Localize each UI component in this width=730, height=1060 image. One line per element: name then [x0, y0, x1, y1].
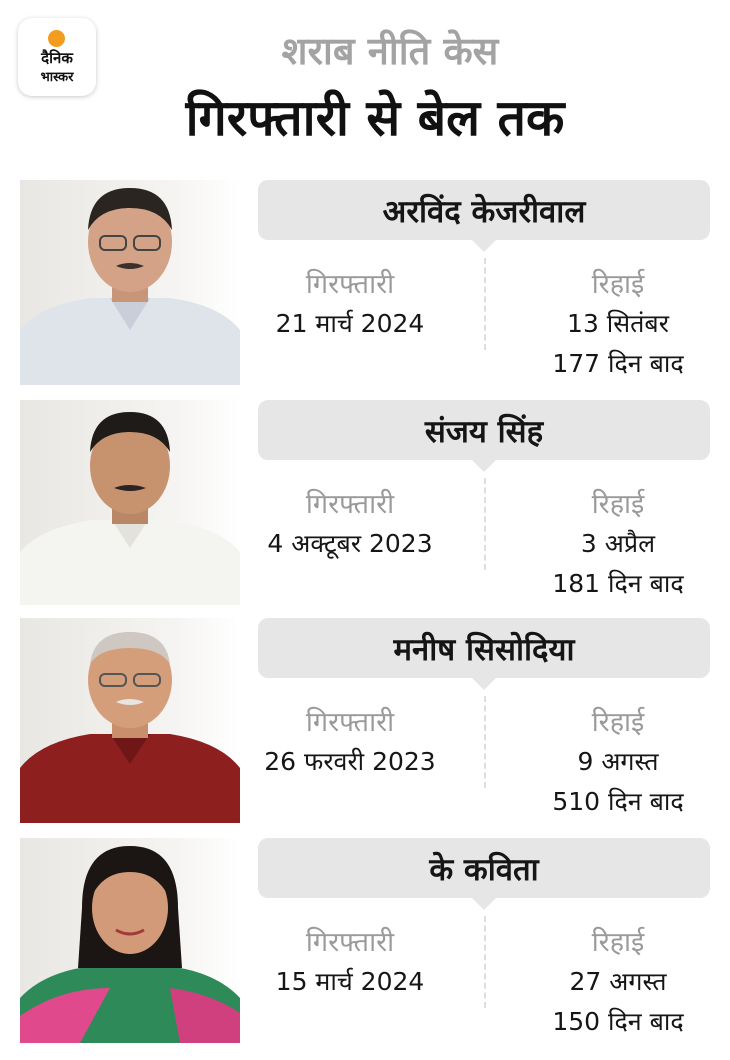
column-divider: [484, 478, 486, 570]
person-name: मनीष सिसोदिया: [393, 632, 575, 668]
arrest-column: गिरफ्तारी 26 फरवरी 2023: [240, 704, 460, 782]
person-name: अरविंद केजरीवाल: [382, 194, 586, 230]
case-card-sanjay-singh: संजय सिंह गिरफ्तारी 4 अक्टूबर 2023 रिहाई…: [0, 400, 730, 610]
logo-text-line1: दैनिक: [41, 49, 73, 67]
person-photo: [20, 400, 240, 605]
release-date: 9 अगस्त: [577, 747, 659, 776]
release-column: रिहाई 27 अगस्त 150 दिन बाद: [508, 924, 728, 1042]
release-date: 3 अप्रैल: [580, 529, 656, 558]
arrest-date: 15 मार्च 2024: [275, 967, 425, 996]
arrest-date: 4 अक्टूबर 2023: [267, 529, 433, 558]
page-title: गिरफ्तारी से बेल तक: [185, 89, 565, 147]
release-label: रिहाई: [591, 489, 645, 520]
release-column: रिहाई 3 अप्रैल 181 दिन बाद: [508, 486, 728, 604]
logo-sun-icon: [48, 30, 65, 47]
arrest-column: गिरफ्तारी 4 अक्टूबर 2023: [240, 486, 460, 564]
case-card-k-kavitha: के कविता गिरफ्तारी 15 मार्च 2024 रिहाई 2…: [0, 838, 730, 1048]
name-header: संजय सिंह: [258, 400, 710, 472]
release-column: रिहाई 13 सितंबर 177 दिन बाद: [508, 266, 728, 384]
logo-text-line2: भास्कर: [40, 70, 74, 85]
person-photo: [20, 180, 240, 385]
days-duration: 181 दिन बाद: [552, 569, 684, 598]
name-header: मनीष सिसोदिया: [258, 618, 710, 690]
dainik-bhaskar-logo: दैनिक भास्कर: [18, 18, 96, 96]
release-label: रिहाई: [591, 269, 645, 300]
column-divider: [484, 916, 486, 1008]
case-card-manish-sisodia: मनीष सिसोदिया गिरफ्तारी 26 फरवरी 2023 रि…: [0, 618, 730, 828]
name-header: के कविता: [258, 838, 710, 910]
arrest-column: गिरफ्तारी 21 मार्च 2024: [240, 266, 460, 344]
person-photo: [20, 618, 240, 823]
release-label: रिहाई: [591, 707, 645, 738]
page-subtitle: शराब नीति केस: [281, 29, 499, 73]
arrest-label: गिरफ्तारी: [305, 707, 395, 738]
release-date: 27 अगस्त: [569, 967, 667, 996]
name-header: अरविंद केजरीवाल: [258, 180, 710, 252]
person-name: संजय सिंह: [424, 414, 544, 450]
days-duration: 510 दिन बाद: [552, 787, 684, 816]
person-photo: [20, 838, 240, 1043]
arrest-date: 26 फरवरी 2023: [264, 747, 436, 776]
arrest-label: गिरफ्तारी: [305, 269, 395, 300]
case-card-kejriwal: अरविंद केजरीवाल गिरफ्तारी 21 मार्च 2024 …: [0, 180, 730, 390]
release-date: 13 सितंबर: [567, 309, 669, 338]
arrest-column: गिरफ्तारी 15 मार्च 2024: [240, 924, 460, 1002]
release-column: रिहाई 9 अगस्त 510 दिन बाद: [508, 704, 728, 822]
release-label: रिहाई: [591, 927, 645, 958]
arrest-label: गिरफ्तारी: [305, 927, 395, 958]
days-duration: 150 दिन बाद: [552, 1007, 684, 1036]
column-divider: [484, 258, 486, 350]
column-divider: [484, 696, 486, 788]
arrest-date: 21 मार्च 2024: [275, 309, 425, 338]
person-name: के कविता: [429, 852, 539, 888]
arrest-label: गिरफ्तारी: [305, 489, 395, 520]
days-duration: 177 दिन बाद: [552, 349, 684, 378]
